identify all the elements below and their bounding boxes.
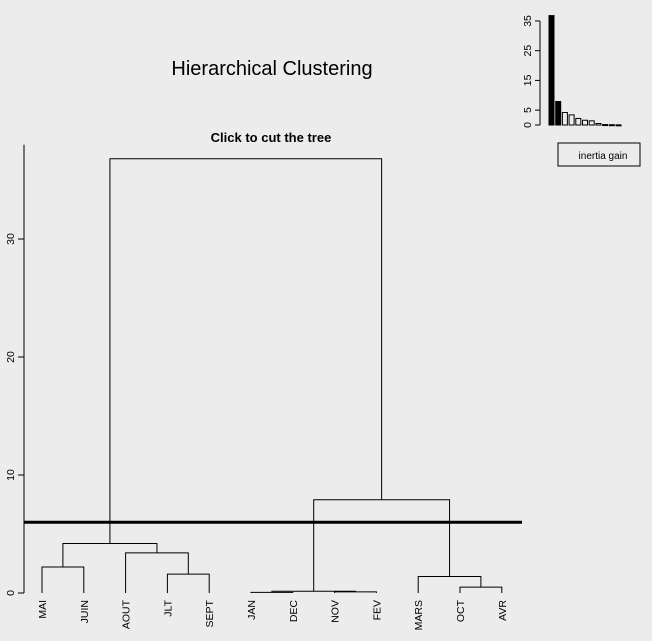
inertia-bar [548,15,555,126]
leaf-label: AOUT [121,599,133,629]
inertia-bar [595,123,602,126]
leaf-label: NOV [330,600,342,623]
inertia-bar [582,119,588,126]
dendrogram-link [166,573,210,593]
dendrogram-link [459,586,503,593]
chart-title: Hierarchical Clustering [171,58,372,80]
leaf-label: MAI [37,600,49,619]
inertia-bar [608,124,615,127]
inertia-legend-label: inertia gain [579,151,628,162]
leaf-label: AVR [497,600,509,621]
dendrogram-link [417,575,482,593]
dendrogram-link [334,591,377,593]
inertia-y-tick-label: 35 [522,15,534,27]
inertia-bar-chart: 0 5 15 25 35 [522,15,622,128]
y-axis: 0 10 20 30 [5,144,25,596]
leaf-label: SEPT [204,599,216,627]
inertia-bar [615,124,622,127]
dendrogram-tree [41,158,503,593]
inertia-legend-box [557,142,641,167]
leaf-label: FEV [371,600,383,620]
inertia-y-tick-label: 15 [522,74,534,86]
leaf-label: MARS [413,600,425,630]
inertia-bar [555,101,562,126]
leaf-label: JUIN [79,600,91,623]
dendrogram-link [313,499,451,592]
dendrogram-link [125,552,189,593]
chart-subtitle: Click to cut the tree [211,130,332,145]
leaf-label: DEC [288,600,300,623]
inertia-bar [575,117,582,126]
leaf-label: JAN [246,600,258,620]
dendrogram-link [62,542,158,568]
inertia-bar [561,112,568,126]
inertia-bar [568,114,575,126]
dendrogram-link [250,591,294,593]
leaf-labels: MAI JUIN AOUT JLT SEPT JAN DEC NOV FEV MARS OCT AVR [37,599,509,630]
y-tick-label: 10 [5,469,17,481]
inertia-y-tick-label: 25 [522,45,534,57]
y-tick-label: 0 [5,590,17,596]
leaf-label: OCT [455,599,467,622]
leaf-label: JLT [162,599,174,616]
dendrogram-link [109,158,383,544]
inertia-y-tick-label: 5 [522,107,534,113]
inertia-y-tick-label: 0 [522,122,534,128]
dendrogram-link [41,566,85,593]
y-tick-label: 20 [5,351,17,363]
inertia-bar [602,124,609,127]
y-tick-label: 30 [5,233,17,245]
inertia-bar [588,120,595,126]
